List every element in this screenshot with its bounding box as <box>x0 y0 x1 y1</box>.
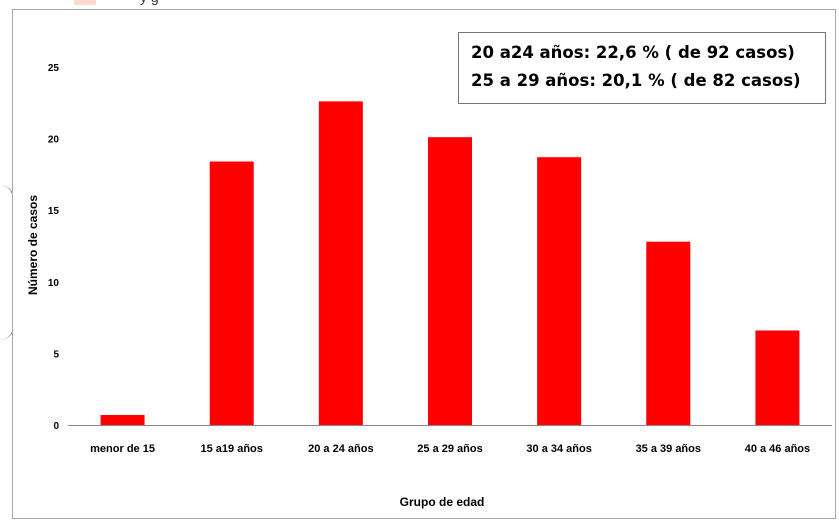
x-tick-label: 25 a 29 años <box>417 443 482 455</box>
x-tick-label: menor de 15 <box>90 443 155 455</box>
y-tick-label: 25 <box>48 63 60 74</box>
x-axis-title: Grupo de edad <box>400 495 485 509</box>
bar <box>209 161 254 425</box>
clipped-header-text: y g <box>140 0 159 5</box>
y-axis-title: Número de casos <box>26 195 40 295</box>
annotation-box: 20 a24 años: 22,6 % ( de 92 casos) 25 a … <box>458 32 826 104</box>
annotation-line-2: 25 a 29 años: 20,1 % ( de 82 casos) <box>471 71 801 90</box>
y-tick-label: 10 <box>48 278 60 289</box>
y-tick-label: 15 <box>48 206 60 217</box>
bar <box>755 330 800 425</box>
bar <box>537 157 582 425</box>
bar <box>646 241 691 425</box>
labels-layer: 0 5 10 15 20 25 menor de 15 15 a19 años 20 a 24 … <box>48 63 810 455</box>
y-tick-label: 5 <box>53 349 59 360</box>
bar <box>100 414 145 425</box>
x-tick-label: 40 a 46 años <box>745 443 810 455</box>
bar <box>428 137 472 425</box>
x-tick-label: 15 a19 años <box>201 443 263 455</box>
y-tick-label: 0 <box>53 421 59 432</box>
x-tick-label: 35 a 39 años <box>636 443 701 455</box>
bar <box>318 101 363 426</box>
y-tick-label: 20 <box>48 135 60 146</box>
annotation-line-1: 20 a24 años: 22,6 % ( de 92 casos) <box>471 43 795 62</box>
x-tick-label: 20 a 24 años <box>308 443 373 455</box>
legend-swatch <box>74 0 96 5</box>
bars-layer <box>100 101 800 426</box>
clipped-header: y g <box>60 0 420 9</box>
x-tick-label: 30 a 34 años <box>526 443 591 455</box>
